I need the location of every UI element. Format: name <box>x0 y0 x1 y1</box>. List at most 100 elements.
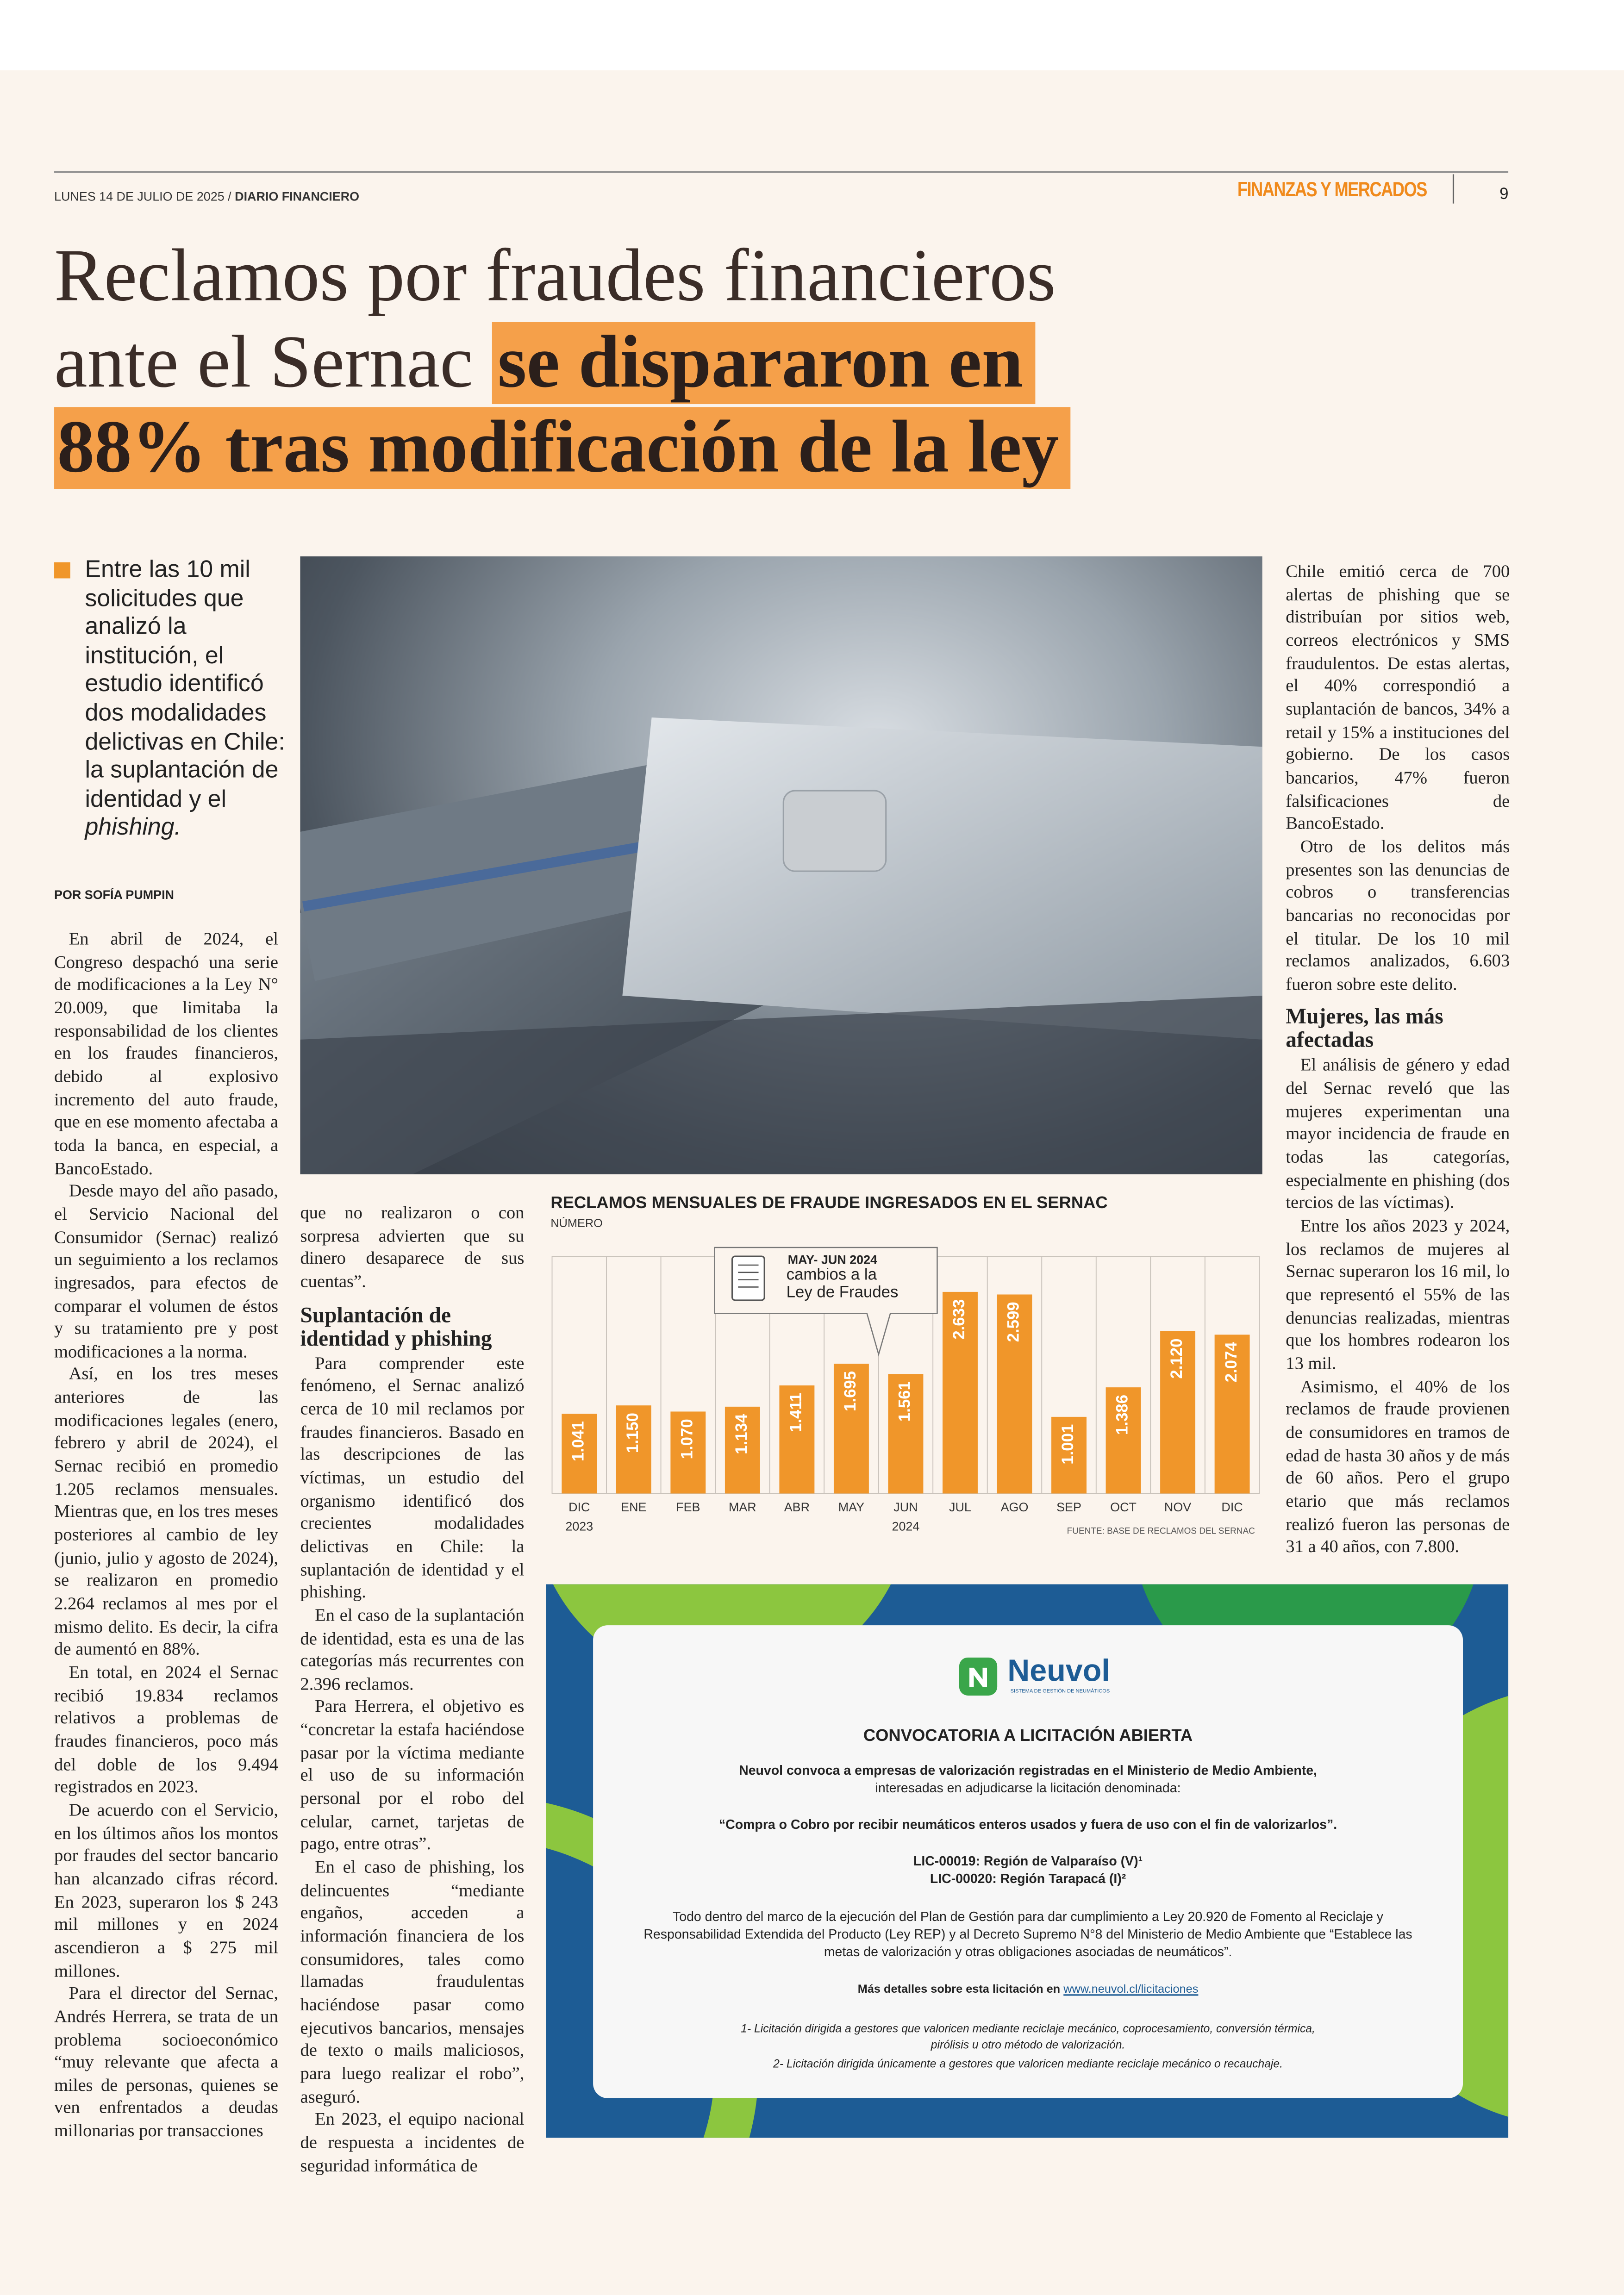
text-column: En abril de 2024, el Congreso despachó u… <box>54 928 278 2143</box>
header-rule <box>54 171 1509 173</box>
bar <box>888 1374 924 1494</box>
value-label: 1.001 <box>1059 1424 1077 1465</box>
ad-note: 2- Licitación dirigida únicamente a gest… <box>773 2057 1283 2070</box>
paragraph: Para Herrera, el objetivo es “concretar … <box>300 1696 525 1854</box>
paragraph: Así, en los tres meses anteriores de las… <box>54 1364 279 1659</box>
value-label: 1.041 <box>569 1421 587 1461</box>
ad-intro-bold: Neuvol convoca a empresas de valorizació… <box>739 1763 1317 1778</box>
bar <box>997 1294 1032 1494</box>
photo-art <box>300 717 1262 1174</box>
bar <box>616 1405 651 1494</box>
x-tick-label: DIC <box>568 1500 590 1514</box>
ad-lot: LIC-00020: Región Tarapacá (I)² <box>930 1871 1126 1886</box>
paper-name: DIARIO FINANCIERO <box>235 189 360 204</box>
annotation: cambios a la Ley de Fraudes <box>786 1268 899 1301</box>
headline-line: 88% tras modificación de la ley <box>54 405 1071 490</box>
annotation-text: cambios a la Ley de Fraudes <box>786 1268 899 1301</box>
bar <box>725 1406 760 1494</box>
bar <box>1106 1387 1141 1494</box>
x-tick-label: ENE <box>621 1500 646 1514</box>
x-tick-label: AGO <box>1001 1500 1029 1514</box>
value-label: 1.695 <box>842 1371 859 1411</box>
paragraph: Chile emitió cerca de 700 alertas de phi… <box>1286 561 1510 834</box>
ad-more: Más detalles sobre esta licitación en ww… <box>593 1983 1463 1996</box>
bar <box>833 1364 869 1494</box>
x-tick-label: SEP <box>1056 1500 1081 1514</box>
headline-highlight: se dispararon en <box>492 322 1035 405</box>
header-divider <box>1452 174 1455 204</box>
ad-tender: “Compra o Cobro por recibir neumáticos e… <box>718 1817 1337 1832</box>
paragraph: Asimismo, el 40% de los reclamos de frau… <box>1286 1376 1510 1557</box>
value-label: 1.386 <box>1114 1395 1131 1435</box>
paragraph: En total, en 2024 el Sernac recibió 19.8… <box>54 1662 279 1797</box>
bar <box>1051 1416 1087 1494</box>
ad-link[interactable]: www.neuvol.cl/licitaciones <box>1063 1982 1199 1996</box>
chart-subtitle: NÚMERO <box>550 1216 602 1230</box>
headline-line: ante el Sernac se dispararon en <box>54 321 1035 405</box>
value-label: 1.150 <box>624 1413 642 1453</box>
chart-title: RECLAMOS MENSUALES DE FRAUDE INGRESADOS … <box>550 1193 1107 1212</box>
value-label: 1.561 <box>896 1381 914 1422</box>
paragraph: Otro de los delitos más presentes son la… <box>1286 836 1510 994</box>
paragraph: Para el director del Sernac, Andrés Herr… <box>54 1983 279 2141</box>
ad-title: CONVOCATORIA A LICITACIÓN ABIERTA <box>863 1727 1193 1746</box>
subhead: Suplantación de identidad y phishing <box>300 1304 492 1351</box>
top-margin <box>0 0 1624 70</box>
paragraph: En 2023, el equipo nacional de respuesta… <box>300 2108 525 2176</box>
value-label: 1.134 <box>733 1414 750 1454</box>
ad-lot: LIC-00019: Región de Valparaíso (V)¹ <box>913 1853 1143 1869</box>
card <box>622 717 1262 1040</box>
lead-bullet <box>54 562 70 579</box>
annotation-box <box>714 1247 938 1357</box>
x-tick-label: MAR <box>729 1500 756 1514</box>
subhead: Mujeres, las más afectadas <box>1286 1006 1443 1054</box>
headline-highlight: 88% tras modificación de la ley <box>54 407 1071 489</box>
card-stripe <box>302 835 679 912</box>
paragraph: que no realizaron o con sorpresa adviert… <box>300 1202 525 1291</box>
x-tick-label: FEB <box>676 1500 700 1514</box>
paragraph: Entre los años 2023 y 2024, los reclamos… <box>1286 1215 1510 1374</box>
ad-more-text: Más detalles sobre esta licitación en <box>857 1982 1061 1996</box>
bar <box>1160 1331 1196 1494</box>
chart: RECLAMOS MENSUALES DE FRAUDE INGRESADOS … <box>550 1193 1260 1536</box>
annotation-icon <box>731 1255 765 1301</box>
page-number: 9 <box>1499 186 1509 204</box>
ad-tagline: SISTEMA DE GESTIÓN DE NEUMÁTICOS <box>1010 1688 1110 1694</box>
x-tick-label: OCT <box>1110 1500 1137 1514</box>
bar <box>562 1414 597 1494</box>
bar <box>779 1385 815 1494</box>
value-label: 1.411 <box>787 1393 805 1432</box>
year-label: 2024 <box>892 1519 920 1533</box>
ad-body: Todo dentro del marco de la ejecución de… <box>643 1909 1412 1959</box>
x-tick-label: NOV <box>1164 1500 1191 1514</box>
value-label: 1.070 <box>679 1419 696 1459</box>
paragraph: Desde mayo del año pasado, el Servicio N… <box>54 1180 279 1362</box>
bar <box>943 1291 978 1494</box>
headline-line: Reclamos por fraudes financieros <box>54 236 1056 318</box>
dateline: LUNES 14 DE JULIO DE 2025 / DIARIO FINAN… <box>54 189 359 204</box>
ad-logo: Neuvol <box>1007 1654 1110 1689</box>
chip <box>782 790 887 872</box>
shadow <box>300 995 1262 1174</box>
chart-source: FUENTE: BASE DE RECLAMOS DEL SERNAC <box>1067 1527 1255 1536</box>
paragraph: De acuerdo con el Servicio, en los últim… <box>54 1799 279 1981</box>
byline: POR SOFÍA PUMPIN <box>54 887 174 902</box>
text-column: que no realizaron o con sorpresa adviert… <box>300 1202 524 2177</box>
logo-mark <box>959 1657 998 1696</box>
x-tick-label: DIC <box>1221 1500 1243 1514</box>
photo <box>300 556 1262 1174</box>
paragraph: En abril de 2024, el Congreso despachó u… <box>54 928 279 1178</box>
x-tick-label: JUN <box>893 1500 918 1514</box>
headline-text: ante el Sernac <box>54 322 473 405</box>
value-label: 2.074 <box>1223 1342 1240 1383</box>
paragraph: En el caso de la suplantación de identid… <box>300 1604 525 1694</box>
lead: Entre las 10 mil solicitudes que analizó… <box>85 556 297 843</box>
section-name: FINANZAS Y MERCADOS <box>1237 177 1427 201</box>
lead-italic: phishing. <box>85 814 181 841</box>
paragraph: Para comprender este fenómeno, el Sernac… <box>300 1352 525 1603</box>
ad-card: Neuvol SISTEMA DE GESTIÓN DE NEUMÁTICOS … <box>593 1625 1463 2098</box>
x-tick-label: MAY <box>838 1500 864 1514</box>
